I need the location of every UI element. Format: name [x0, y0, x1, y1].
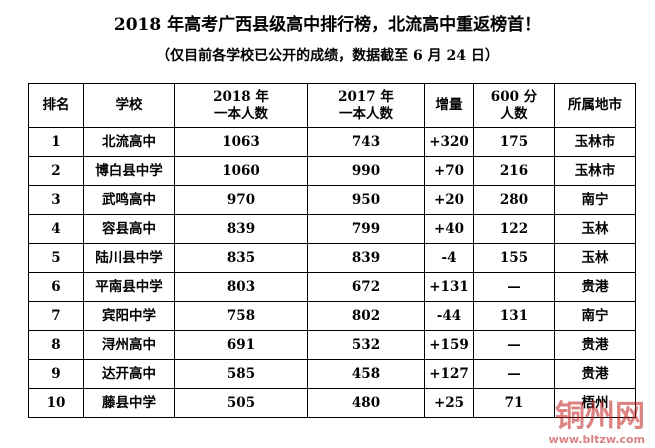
table-cell: 玉林市 — [554, 156, 636, 186]
column-header: 600 分 人数 — [473, 83, 555, 128]
table-cell: 玉林市 — [554, 127, 636, 157]
table-row: 9 达开高中 585 458 +127— 贵港 — [28, 359, 636, 389]
table-cell: 532 — [307, 330, 425, 360]
table-cell: 武鸣高中 — [83, 185, 175, 215]
table-cell: 南宁 — [554, 185, 636, 215]
table-cell: 175 — [473, 127, 555, 157]
table-cell: 505 — [174, 388, 308, 418]
table-cell: 玉林 — [554, 214, 636, 244]
table-cell: 藤县中学 — [83, 388, 175, 418]
table-row: 6 平南县中学 803 672 +131— 贵港 — [28, 272, 636, 302]
table-cell: 743 — [307, 127, 425, 157]
table-row: 4 容县高中 839 799 +40 122 玉林 — [28, 214, 636, 244]
table-cell: 835 — [174, 243, 308, 273]
table-cell: 480 — [307, 388, 425, 418]
table-cell: +127 — [424, 359, 474, 389]
column-header: 所属地市 — [554, 83, 636, 128]
table-cell: — — [473, 330, 555, 360]
table-cell: 71 — [473, 388, 555, 418]
table-cell: 2 — [28, 156, 84, 186]
table-cell: 799 — [307, 214, 425, 244]
table-row: 8 浔州高中 691 532 +159— 贵港 — [28, 330, 636, 360]
watermark: 铜州网 www.bltzw.com — [548, 399, 645, 447]
table-cell: 803 — [174, 272, 308, 302]
header-row: 排名 学校 2018 年 一本人数 2017 年 一本人数 增量 600 分 人数 所属地市 — [28, 83, 636, 128]
table-cell: 9 — [28, 359, 84, 389]
table-row: 3 武鸣高中 970 950 +20 280 南宁 — [28, 185, 636, 215]
table-row: 1 北流高中 1063 743 +320 175 玉林市 — [28, 127, 636, 157]
table-cell: 3 — [28, 185, 84, 215]
table-cell: 691 — [174, 330, 308, 360]
table-cell: -4 — [424, 243, 474, 273]
table-cell: 950 — [307, 185, 425, 215]
table-cell: 5 — [28, 243, 84, 273]
column-header: 增量 — [424, 83, 474, 128]
column-header: 排名 — [28, 83, 84, 128]
table-cell: 839 — [307, 243, 425, 273]
column-header: 学校 — [83, 83, 175, 128]
table-cell: +320 — [424, 127, 474, 157]
table-cell: 585 — [174, 359, 308, 389]
table-cell: — — [473, 272, 555, 302]
table-cell: 4 — [28, 214, 84, 244]
table-cell: 1 — [28, 127, 84, 157]
table-cell: +40 — [424, 214, 474, 244]
table-cell: +20 — [424, 185, 474, 215]
page-subtitle: （仅目前各学校已公开的成绩，数据截至 6 月 24 日） — [156, 48, 499, 64]
table-cell: 131 — [473, 301, 555, 331]
table-cell: 1063 — [174, 127, 308, 157]
table-cell: +159 — [424, 330, 474, 360]
table-cell: 6 — [28, 272, 84, 302]
table-cell: 博白县中学 — [83, 156, 175, 186]
table-cell: 贵港 — [554, 330, 636, 360]
table-cell: — — [473, 359, 555, 389]
table-cell: 陆川县中学 — [83, 243, 175, 273]
table-cell: 672 — [307, 272, 425, 302]
table-cell: 容县高中 — [83, 214, 175, 244]
table-cell: +131 — [424, 272, 474, 302]
table-row: 7 宾阳中学 758 802 -44 131 南宁 — [28, 301, 636, 331]
table-cell: 802 — [307, 301, 425, 331]
table-cell: 10 — [28, 388, 84, 418]
table-cell: 155 — [473, 243, 555, 273]
table-cell: 梧州 — [554, 388, 636, 418]
table-cell: 贵港 — [554, 272, 636, 302]
table-cell: 839 — [174, 214, 308, 244]
table-cell: 990 — [307, 156, 425, 186]
ranking-table: 排名 学校 2018 年 一本人数 2017 年 一本人数 增量 600 分 人数 所属地市… — [28, 83, 636, 418]
table-cell: 7 — [28, 301, 84, 331]
column-header: 2018 年 一本人数 — [174, 83, 308, 128]
page-title: 2018 年高考广西县级高中排行榜，北流高中重返榜首！ — [113, 15, 542, 35]
table-row: 5 陆川县中学 835 839 -4 155 玉林 — [28, 243, 636, 273]
table-cell: 宾阳中学 — [83, 301, 175, 331]
table-cell: 达开高中 — [83, 359, 175, 389]
table-cell: 浔州高中 — [83, 330, 175, 360]
table-cell: 1060 — [174, 156, 308, 186]
column-header: 2017 年 一本人数 — [307, 83, 425, 128]
table-cell: 122 — [473, 214, 555, 244]
table-cell: +25 — [424, 388, 474, 418]
table-cell: 平南县中学 — [83, 272, 175, 302]
table-cell: 玉林 — [554, 243, 636, 273]
table-cell: 280 — [473, 185, 555, 215]
table-cell: 216 — [473, 156, 555, 186]
table-row: 2 博白县中学 1060 990 +70 216 玉林市 — [28, 156, 636, 186]
table-cell: 758 — [174, 301, 308, 331]
table-cell: -44 — [424, 301, 474, 331]
table-cell: 8 — [28, 330, 84, 360]
table-row: 10 藤县中学 505 480 +25 71 梧州 — [28, 388, 636, 418]
table-cell: +70 — [424, 156, 474, 186]
watermark-logo: 铜州网 — [555, 399, 645, 434]
table-cell: 458 — [307, 359, 425, 389]
table-cell: 南宁 — [554, 301, 636, 331]
table-cell: 北流高中 — [83, 127, 175, 157]
table-cell: 贵港 — [554, 359, 636, 389]
table-cell: 970 — [174, 185, 308, 215]
watermark-url: www.bltzw.com — [548, 433, 645, 446]
